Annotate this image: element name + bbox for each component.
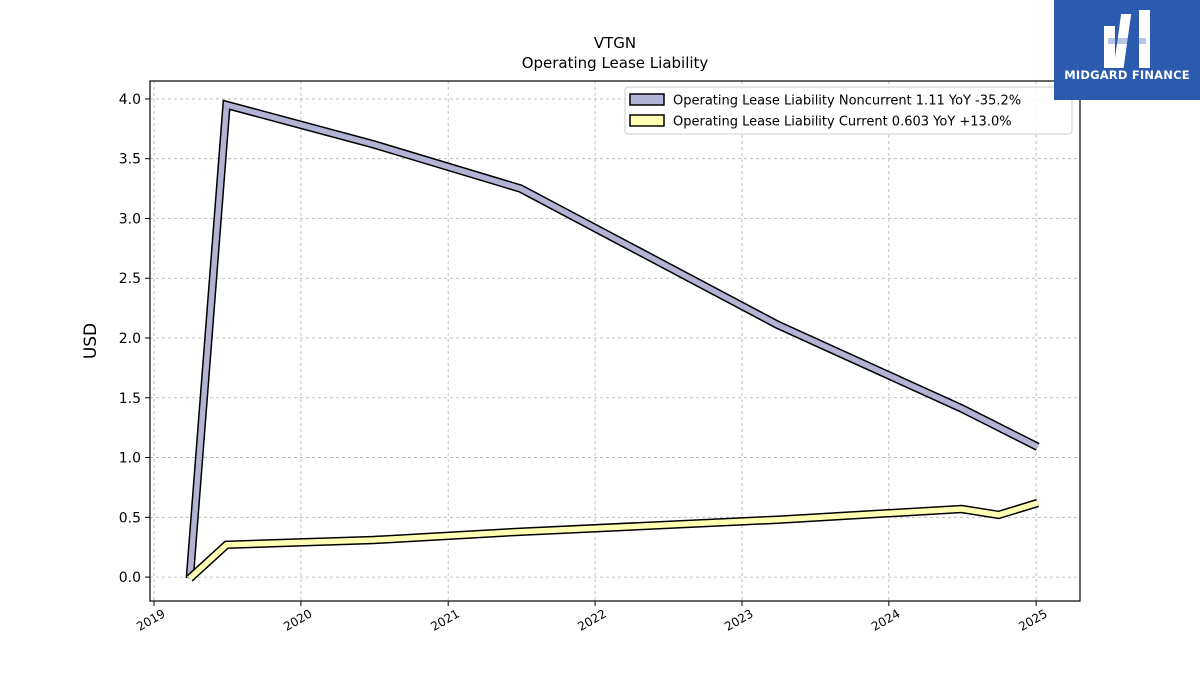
series-lines [185,99,1040,582]
brand-name: MIDGARD FINANCE [1064,68,1190,82]
y-tick-label: 1.0 [119,451,141,467]
series-0-outline [185,99,1040,579]
x-tick-label: 2025 [1016,606,1049,633]
legend: Operating Lease Liability Noncurrent 1.1… [624,86,1073,135]
legend-label-current: Operating Lease Liability Current 0.603 … [673,115,1012,130]
legend-label-noncurrent: Operating Lease Liability Noncurrent 1.1… [673,94,1021,109]
x-tick-label: 2019 [134,606,167,633]
legend-frame [624,86,1073,135]
y-tick-label: 2.5 [119,271,141,287]
x-tick-label: 2022 [575,606,608,633]
y-tick-label: 2.0 [119,331,141,347]
x-tick-label: 2020 [281,606,314,633]
y-tick-label: 4.0 [119,92,141,108]
midgard-m-logo-icon [1104,10,1150,68]
y-axis-label: USD [81,323,101,359]
x-tick-label: 2023 [722,606,755,633]
y-tick-label: 3.5 [119,152,141,168]
legend-swatch-current [629,114,665,127]
chart-subtitle: Operating Lease Liability [522,54,709,72]
series-0-line [187,101,1039,579]
y-tick-label: 0.5 [119,510,141,526]
y-tick-label: 1.5 [119,391,141,407]
chart-title: VTGN [594,34,636,52]
x-tick-label: 2024 [869,606,902,633]
legend-swatch-noncurrent [629,93,665,106]
series-1-line [187,500,1039,581]
y-tick-label: 0.0 [119,570,141,586]
plot-frame [149,80,1081,602]
grid-lines [150,81,1080,601]
y-tick-label: 3.0 [119,211,141,227]
axis-ticks: 2019 2020 2021 2022 2023 2024 2025 0.0 0.5 1.0 1.5… [119,92,1050,634]
x-tick-label: 2021 [428,606,461,633]
brand-logo: MIDGARD FINANCE [1054,0,1200,100]
